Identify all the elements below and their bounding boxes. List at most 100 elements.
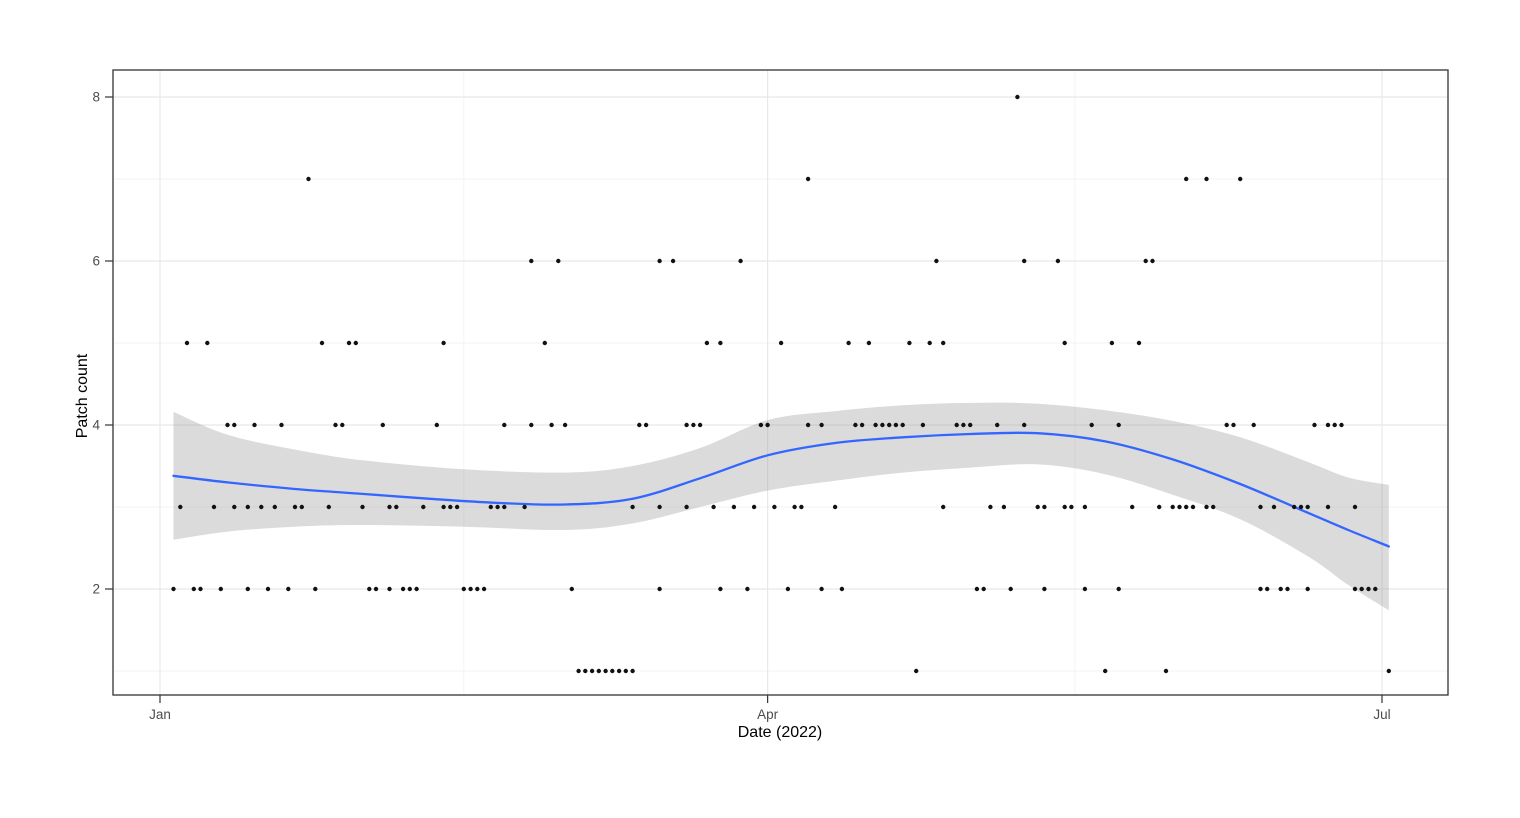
y-tick-label: 8 [92, 90, 100, 105]
data-point [907, 340, 912, 346]
data-point [1001, 504, 1007, 510]
data-point [1062, 504, 1067, 510]
data-point [805, 422, 811, 428]
data-point [252, 422, 257, 428]
data-point [1325, 422, 1331, 428]
data-point [488, 504, 493, 510]
data-point [205, 340, 210, 346]
data-point [286, 586, 291, 592]
data-point [1015, 94, 1020, 100]
data-point [394, 504, 399, 510]
data-point [711, 504, 716, 510]
data-point [468, 586, 473, 592]
data-point [502, 504, 507, 510]
data-point [1258, 586, 1263, 592]
data-point [846, 340, 851, 346]
data-point [1116, 422, 1121, 428]
data-point [1224, 422, 1229, 428]
data-point [684, 422, 689, 428]
data-point [529, 422, 534, 428]
data-point [1204, 504, 1209, 510]
data-point [1312, 422, 1317, 428]
data-point [299, 504, 304, 510]
data-point [684, 504, 689, 510]
data-point [380, 422, 385, 428]
data-point [191, 586, 196, 592]
data-point [988, 504, 993, 510]
data-point [1366, 586, 1371, 592]
y-tick-label: 6 [92, 254, 100, 269]
data-point [1143, 258, 1148, 264]
data-point [961, 422, 966, 428]
axis-tick-labels: Jan Apr Jul 2 4 6 8 [92, 90, 1390, 723]
data-point [941, 340, 946, 346]
data-point [718, 340, 723, 346]
x-axis-title: Date (2022) [737, 724, 823, 741]
data-point [934, 258, 939, 264]
data-point [704, 340, 710, 346]
data-point [630, 668, 635, 674]
data-point [941, 504, 946, 510]
data-point [805, 176, 811, 182]
data-point [1021, 258, 1027, 264]
data-point [259, 504, 264, 510]
data-point [630, 504, 635, 510]
data-point [1035, 504, 1040, 510]
data-point [1352, 504, 1358, 510]
data-point [691, 422, 696, 428]
data-point [475, 586, 480, 592]
data-point [853, 422, 858, 428]
data-point [1271, 504, 1277, 510]
data-point [448, 504, 453, 510]
data-point [927, 340, 932, 346]
smooth-line [172, 431, 1390, 548]
confidence-band [173, 402, 1389, 611]
data-point [1157, 504, 1162, 510]
data-point [981, 586, 986, 592]
plot-panel [113, 70, 1448, 695]
data-point [360, 504, 365, 510]
data-point [407, 586, 412, 592]
data-point [1386, 668, 1392, 674]
data-point [914, 668, 919, 674]
data-point [778, 340, 784, 346]
data-point [232, 422, 237, 428]
panel-border [112, 69, 1449, 696]
scatter-points [171, 94, 1392, 674]
data-point [819, 422, 824, 428]
data-point [171, 586, 176, 592]
data-point [738, 258, 743, 264]
data-point [502, 422, 507, 428]
data-point [454, 504, 460, 510]
x-tick-label: Jul [1373, 707, 1390, 722]
data-point [880, 422, 885, 428]
data-point [1163, 668, 1169, 674]
data-point [1204, 176, 1209, 182]
data-point [1089, 422, 1094, 428]
data-point [589, 668, 595, 674]
data-point [1373, 586, 1378, 592]
data-point [265, 586, 271, 592]
data-point [637, 422, 642, 428]
data-point [340, 422, 345, 428]
data-point [596, 668, 601, 674]
data-point [968, 422, 973, 428]
y-axis-title: Patch count [74, 353, 91, 439]
data-point [758, 422, 764, 428]
grid-major [113, 70, 1448, 695]
data-point [1082, 586, 1088, 592]
data-point [954, 422, 959, 428]
data-point [819, 586, 824, 592]
data-point [623, 668, 628, 674]
data-point [1325, 504, 1331, 510]
data-point [1042, 586, 1047, 592]
data-point [1211, 504, 1216, 510]
data-point [326, 504, 331, 510]
data-point [657, 586, 662, 592]
data-point [434, 422, 439, 428]
data-point [1184, 504, 1189, 510]
data-point [839, 586, 845, 592]
data-point [387, 586, 392, 592]
data-point [279, 422, 284, 428]
data-point [1305, 586, 1310, 592]
